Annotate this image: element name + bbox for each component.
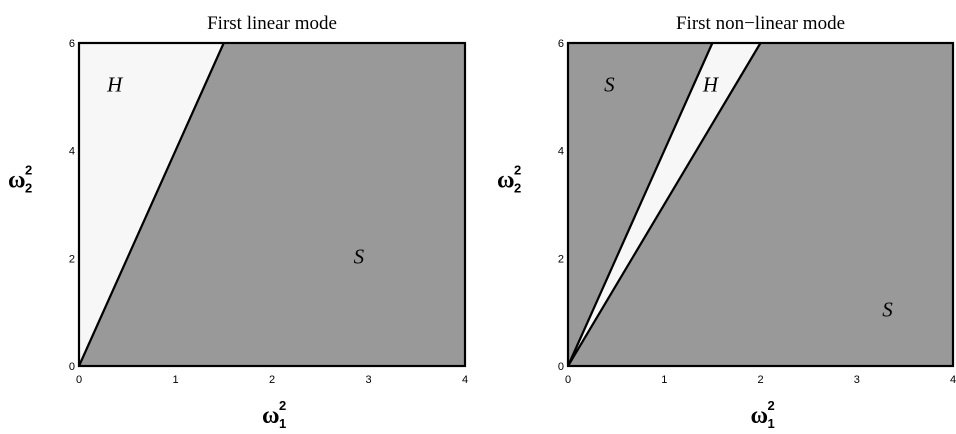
x-tick-label: 3 (365, 374, 371, 386)
x-tick-label: 1 (661, 374, 667, 386)
x-tick-label: 1 (172, 374, 178, 386)
y-tick-label: 2 (558, 253, 564, 265)
x-axis-label-sub: 1 (768, 416, 775, 431)
y-tick-label: 4 (558, 146, 564, 158)
plot-frame (566, 41, 955, 368)
region-stable-1 (79, 43, 465, 366)
x-axis-label-base: ω (751, 403, 769, 429)
region-stable-2 (568, 43, 953, 366)
x-axis-label: ω 2 1 (751, 398, 775, 431)
x-axis-label-sup: 2 (768, 398, 775, 413)
x-axis-label-base: ω (262, 403, 280, 429)
x-axis-label-sup: 2 (279, 398, 286, 413)
chart-title: First non−linear mode (676, 13, 845, 34)
x-axis-label-sub: 1 (279, 416, 286, 431)
x-tick-label: 2 (757, 374, 763, 386)
x-tick-label: 2 (269, 374, 275, 386)
region-label-S: S (354, 245, 365, 269)
x-tick-label: 0 (565, 374, 571, 386)
y-axis-label-sub: 2 (25, 181, 32, 196)
y-axis-label-base: ω (497, 168, 515, 194)
boundary-line-1 (567, 42, 762, 367)
chart-title: First linear mode (207, 13, 337, 34)
x-axis-label: ω 2 1 (262, 398, 286, 431)
y-tick-label: 6 (558, 38, 564, 50)
x-tick-label: 4 (950, 374, 956, 386)
boundary-line-0 (77, 42, 225, 367)
x-tick-label: 4 (462, 374, 468, 386)
y-axis-label-base: ω (8, 168, 26, 194)
x-tick-label: 3 (854, 374, 860, 386)
y-tick-label: 2 (69, 253, 75, 265)
region-label-H: H (106, 72, 124, 96)
y-tick-label: 0 (69, 361, 75, 373)
region-label-H: H (702, 72, 720, 96)
y-axis-label-sup: 2 (25, 163, 32, 178)
x-tick-label: 0 (76, 374, 82, 386)
plot-frame (77, 41, 467, 368)
boundary-line-0 (566, 42, 714, 367)
y-tick-label: 4 (69, 146, 75, 158)
y-axis-label: ω 2 2 (497, 163, 521, 196)
y-tick-label: 0 (558, 361, 564, 373)
y-tick-label: 6 (69, 38, 75, 50)
y-axis-label: ω 2 2 (8, 163, 32, 196)
y-axis-label-sub: 2 (514, 181, 521, 196)
region-label-S: S (604, 72, 615, 96)
region-label-S: S (882, 297, 893, 321)
y-axis-label-sup: 2 (514, 163, 521, 178)
